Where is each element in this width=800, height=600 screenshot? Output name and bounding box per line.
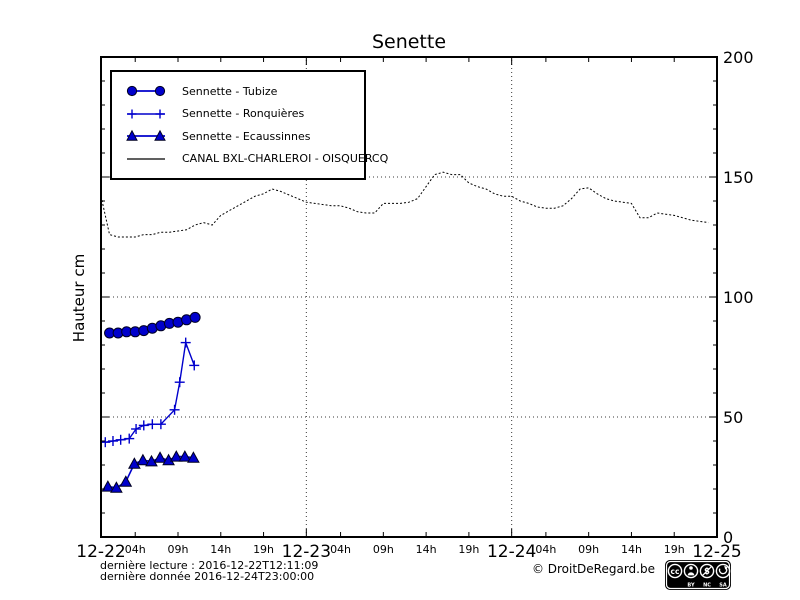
y-tick-label: 200 <box>723 48 754 67</box>
cc-license-badge: cc $ BY NC SA <box>665 560 731 590</box>
x-hour-label: 09h <box>578 543 599 556</box>
x-hour-label: 09h <box>373 543 394 556</box>
by-label: BY <box>687 583 695 589</box>
chart-title: Senette <box>371 31 447 53</box>
x-hour-label: 19h <box>253 543 274 556</box>
svg-text:$: $ <box>704 567 710 577</box>
svg-text:cc: cc <box>671 567 680 576</box>
x-hour-label: 19h <box>458 543 479 556</box>
tubize-marker-icon <box>126 86 166 97</box>
legend-label: Sennette - Tubize <box>182 84 278 98</box>
plot-border <box>100 56 718 538</box>
x-day-label: 12-23 <box>282 542 331 562</box>
ronquieres-marker-icon <box>127 109 165 119</box>
copyright-text: © DroitDeRegard.be <box>531 562 655 576</box>
series-ecaussinnes <box>101 450 200 493</box>
y-axis-label: Hauteur cm <box>70 253 88 343</box>
x-hour-label: 04h <box>125 543 146 556</box>
y-tick-label: 50 <box>723 408 743 427</box>
canal-line-icon <box>127 158 165 160</box>
x-hour-label: 09h <box>168 543 189 556</box>
y-tick-label: 100 <box>723 288 754 307</box>
x-hour-label: 19h <box>664 543 685 556</box>
legend-label: CANAL BXL-CHARLEROI - OISQUERCQ <box>182 152 389 166</box>
y-tick-label: 0 <box>723 528 733 547</box>
x-hour-label: 14h <box>416 543 437 556</box>
footer-last-reading: dernière lecture : 2016-12-22T12:11:09 <box>100 559 319 572</box>
x-day-label: 12-24 <box>487 542 536 562</box>
ecaussinnes-marker-icon <box>126 129 166 141</box>
x-tick-labels: 12-22 12-23 12-24 12-25 04h 09h 14h 19h 04h 09h 14… <box>76 542 741 562</box>
cc-icon: cc <box>667 563 683 579</box>
x-hour-label: 14h <box>210 543 231 556</box>
by-person-icon <box>683 563 699 579</box>
legend-label: Sennette - Ronquières <box>182 107 305 121</box>
legend-label: Sennette - Ecaussinnes <box>182 129 311 143</box>
legend-item-canal: CANAL BXL-CHARLEROI - OISQUERCQ <box>124 152 388 166</box>
legend-item-ronquieres: Sennette - Ronquières <box>124 107 358 121</box>
footer-last-data: dernière donnée 2016-12-24T23:00:00 <box>100 570 315 583</box>
legend-item-ecaussinnes: Sennette - Ecaussinnes <box>124 129 358 143</box>
x-day-label: 12-25 <box>692 542 741 562</box>
legend-item-tubize: Sennette - Tubize <box>124 84 358 98</box>
x-hour-label: 04h <box>330 543 351 556</box>
x-hour-label: 14h <box>621 543 642 556</box>
nc-dollar-icon: $ <box>699 563 715 579</box>
x-day-label: 12-22 <box>76 542 125 562</box>
series-tubize <box>104 311 201 339</box>
sa-arrow-icon <box>715 563 731 579</box>
series-canal <box>100 171 709 238</box>
sa-label: SA <box>719 583 727 589</box>
legend: Sennette - Tubize Sennette - Ronquières … <box>110 70 388 180</box>
y-tick-labels: 0 50 100 150 200 <box>723 48 754 547</box>
x-hour-label: 04h <box>535 543 556 556</box>
series-ronquieres <box>100 337 200 448</box>
y-tick-label: 150 <box>723 168 754 187</box>
nc-label: NC <box>703 583 711 589</box>
